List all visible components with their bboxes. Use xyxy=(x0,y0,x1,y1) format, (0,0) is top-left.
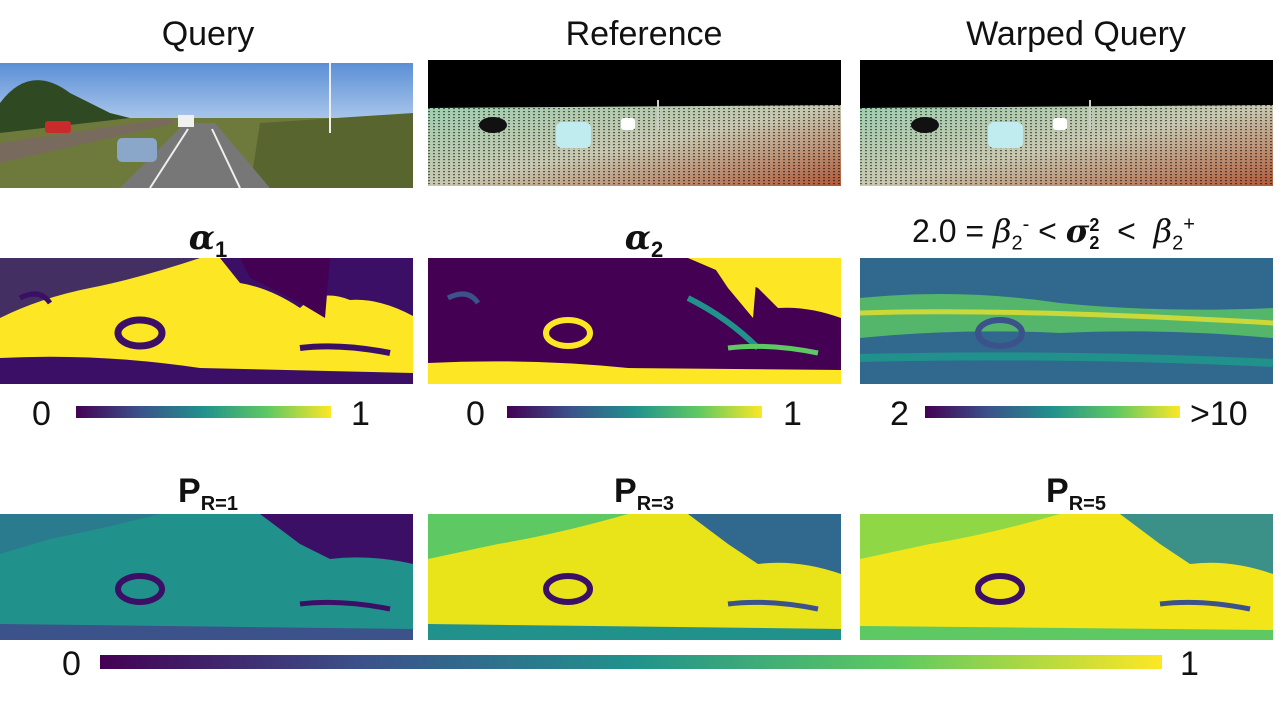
alpha2-colorbar-max: 1 xyxy=(783,395,802,433)
alpha2-map xyxy=(428,258,841,384)
alpha1-colorbar-min: 0 xyxy=(32,395,51,433)
alpha2-colorbar-min: 0 xyxy=(466,395,485,433)
p-r3-map xyxy=(428,514,841,640)
p-r5-map xyxy=(860,514,1273,640)
alpha1-title: α1 xyxy=(188,218,228,262)
sigma-colorbar-max: >10 xyxy=(1190,395,1248,433)
p-r5-title: PR=5 xyxy=(1046,472,1106,515)
query-title: Query xyxy=(161,15,255,53)
bottom-colorbar-max: 1 xyxy=(1180,645,1199,683)
alpha1-map xyxy=(0,258,413,384)
warped-query-title: Warped Query xyxy=(966,15,1186,53)
warped-query-image xyxy=(860,60,1273,186)
alpha2-title: α2 xyxy=(624,218,664,262)
bottom-colorbar-min: 0 xyxy=(62,645,81,683)
alpha2-colorbar xyxy=(507,406,762,418)
query-image xyxy=(0,63,413,188)
reference-title: Reference xyxy=(565,15,723,53)
sigma-map xyxy=(860,258,1273,384)
sigma-colorbar-min: 2 xyxy=(890,395,909,433)
alpha1-colorbar-max: 1 xyxy=(351,395,370,433)
p-r1-map xyxy=(0,514,413,640)
reference-image xyxy=(428,60,841,186)
p-r3-title: PR=3 xyxy=(614,472,674,515)
bottom-colorbar xyxy=(100,655,1162,669)
alpha1-colorbar xyxy=(76,406,331,418)
p-r1-title: PR=1 xyxy=(178,472,238,515)
sigma-colorbar xyxy=(925,406,1180,418)
